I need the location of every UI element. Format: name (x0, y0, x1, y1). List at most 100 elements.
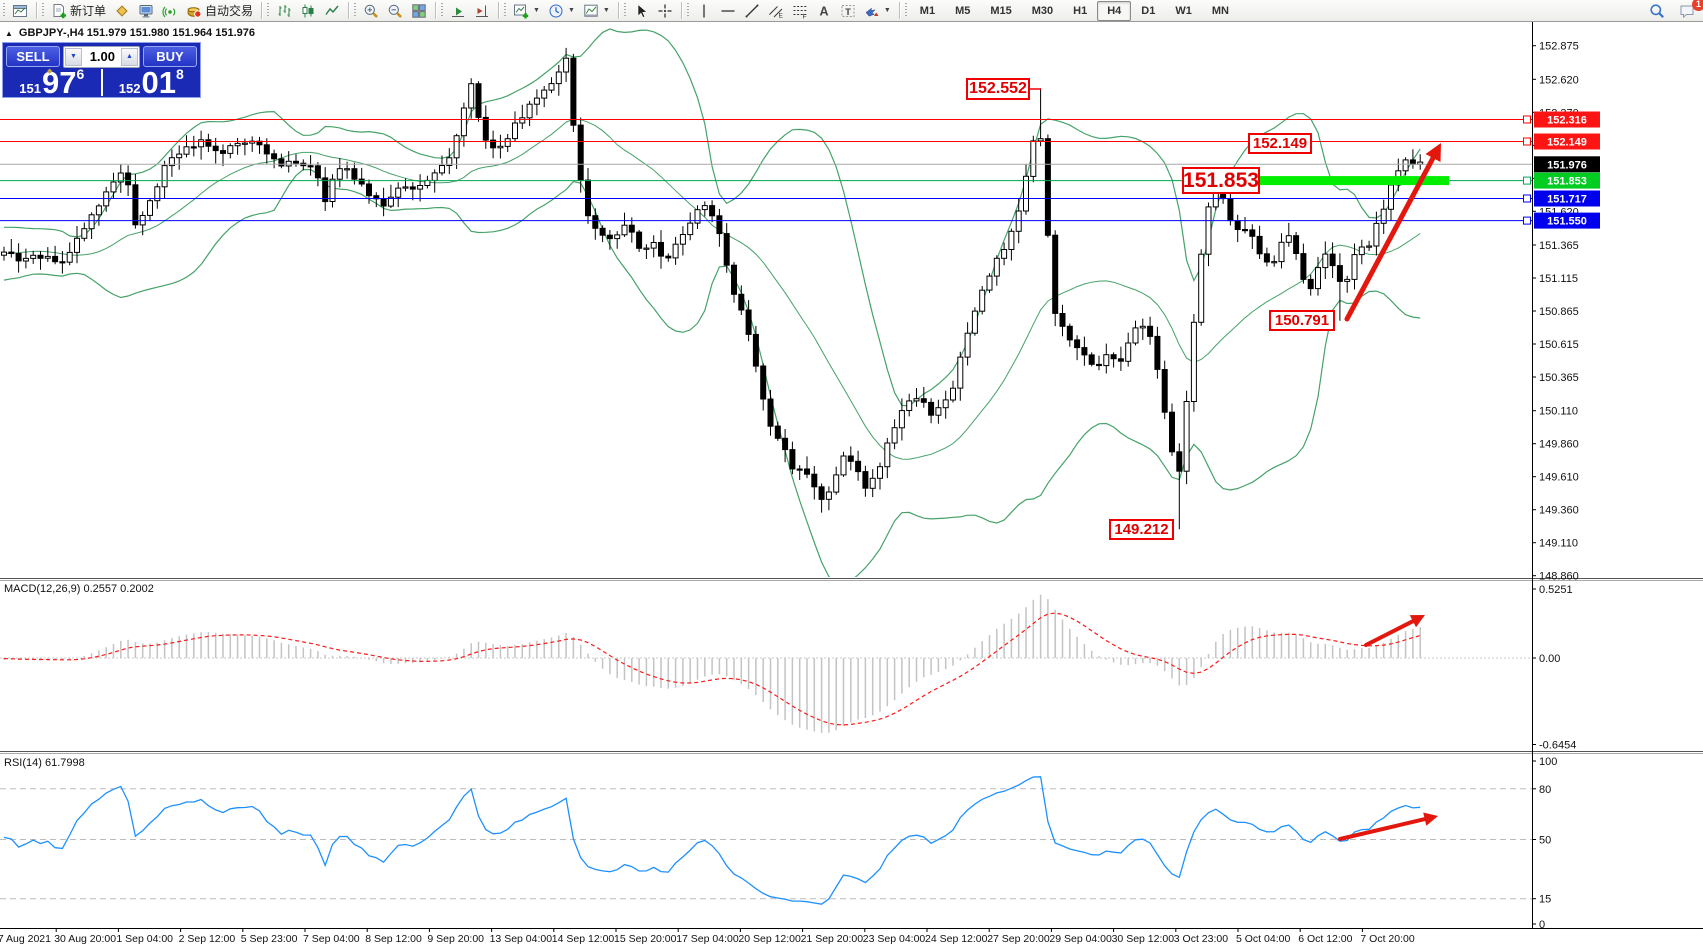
rsi-label: RSI(14) 61.7998 (4, 757, 85, 769)
volume-increase-button[interactable]: ▲ (121, 47, 138, 66)
svg-text:0.00: 0.00 (1539, 653, 1560, 665)
data-window-button[interactable] (134, 1, 158, 21)
trend-arrows[interactable] (1338, 143, 1441, 841)
text-tool-button[interactable]: A (812, 1, 836, 21)
tf-m1-button[interactable]: M1 (910, 1, 945, 21)
channel-tool-button[interactable]: E (764, 1, 788, 21)
autotrading-button[interactable]: 自动交易 (182, 1, 257, 21)
notification-badge: 1 (1692, 0, 1703, 11)
zoom-in-button[interactable] (359, 1, 383, 21)
svg-text:30 Aug 20:00: 30 Aug 20:00 (54, 933, 116, 945)
chevron-down-icon: ▼ (883, 7, 891, 14)
line-chart-mode-button[interactable] (320, 1, 344, 21)
metaeditor-button[interactable] (110, 1, 134, 21)
svg-text:15 Sep 20:00: 15 Sep 20:00 (614, 933, 677, 945)
autotrading-label: 自动交易 (205, 4, 254, 18)
volume-decrease-button[interactable]: ▼ (65, 47, 82, 66)
price-annotation[interactable]: 149.212 (1109, 519, 1174, 540)
price-annotation[interactable]: 152.552 (966, 78, 1030, 100)
svg-text:5 Sep 23:00: 5 Sep 23:00 (241, 933, 298, 945)
sell-price[interactable]: ◆ 151 97 6 (3, 66, 101, 98)
tf-mn-button[interactable]: MN (1202, 1, 1239, 21)
tf-h1-button[interactable]: H1 (1063, 1, 1097, 21)
buy-button[interactable]: BUY (143, 46, 197, 67)
tf-m15-button[interactable]: M15 (980, 1, 1021, 21)
svg-text:151.976: 151.976 (1547, 159, 1587, 171)
timeframes-menu-button[interactable]: ▼ (544, 1, 579, 21)
volume-value[interactable]: 1.00 (89, 49, 115, 64)
toolbar-drag-handle[interactable] (354, 3, 357, 18)
level-anchor-square[interactable] (1523, 115, 1531, 124)
hline-tool-button[interactable] (716, 1, 740, 21)
collapse-panel-icon[interactable]: ▲ (5, 28, 13, 38)
price-annotation[interactable]: 150.791 (1269, 310, 1335, 331)
vline-tool-button[interactable] (692, 1, 716, 21)
buy-price[interactable]: 152 01 8 (100, 66, 201, 98)
tf-mn-label: MN (1211, 4, 1229, 17)
fibonacci-tool-button[interactable]: F (788, 1, 812, 21)
candle-chart-mode-button[interactable] (296, 1, 320, 21)
svg-text:0: 0 (1539, 919, 1545, 931)
svg-text:151.853: 151.853 (1547, 176, 1587, 188)
toolbar-separator (435, 2, 437, 19)
level-anchor-square[interactable] (1523, 137, 1531, 146)
templates-menu-button[interactable]: ▼ (579, 1, 614, 21)
svg-text:7 Oct 20:00: 7 Oct 20:00 (1360, 933, 1414, 945)
rsi-axis[interactable]: 100 80 50 15 0 (1532, 756, 1557, 931)
toolbar-drag-handle[interactable] (3, 3, 5, 18)
trendline-tool-button[interactable] (740, 1, 764, 21)
notifications-button[interactable]: 1 (1675, 0, 1703, 21)
price-annotation[interactable]: 151.853 (1182, 167, 1260, 194)
tf-d1-button[interactable]: D1 (1131, 1, 1165, 21)
signals-button[interactable] (158, 1, 182, 21)
tf-h4-button[interactable]: H4 (1097, 0, 1132, 21)
toolbar-drag-handle[interactable] (267, 3, 270, 18)
pane-separators[interactable] (0, 578, 1703, 929)
cursor-tool-button[interactable] (629, 1, 653, 21)
auto-scroll-button[interactable] (446, 1, 470, 21)
price-tag (1534, 212, 1600, 229)
cursor-tool-icon (633, 3, 649, 19)
tf-m5-button[interactable]: M5 (945, 1, 980, 21)
toolbar-separator (680, 2, 682, 19)
toolbar-drag-handle[interactable] (904, 3, 907, 18)
arrows-tool-button[interactable]: ▼ (860, 1, 895, 21)
symbol-ohlc-text: GBPJPY-,H4 151.979 151.980 151.964 151.9… (18, 27, 255, 39)
new-chart-window-button[interactable] (8, 1, 32, 21)
level-anchor-square[interactable] (1523, 194, 1531, 203)
search-button[interactable] (1645, 1, 1669, 21)
new-chart-window-icon (12, 3, 28, 19)
sell-button[interactable]: SELL (6, 46, 60, 67)
svg-text:149.610: 149.610 (1539, 472, 1579, 484)
tf-w1-button[interactable]: W1 (1165, 1, 1202, 21)
tf-m30-button[interactable]: M30 (1022, 1, 1063, 21)
price-annotation[interactable]: 152.149 (1248, 133, 1312, 154)
tile-windows-button[interactable] (407, 1, 431, 21)
bar-chart-mode-button[interactable] (272, 1, 296, 21)
new-order-button[interactable]: 新订单 (47, 1, 110, 21)
thick-green-support-segment[interactable] (1255, 176, 1449, 186)
svg-text:14 Sep 12:00: 14 Sep 12:00 (552, 933, 615, 945)
svg-text:-0.6454: -0.6454 (1539, 740, 1576, 752)
level-anchor-square[interactable] (1523, 216, 1531, 225)
toolbar-drag-handle[interactable] (504, 3, 507, 18)
search-icon (1649, 3, 1665, 19)
new-chart-button[interactable]: ▼ (509, 1, 544, 21)
toolbar-drag-handle[interactable] (686, 3, 689, 18)
svg-text:6 Oct 12:00: 6 Oct 12:00 (1298, 933, 1352, 945)
toolbar-drag-handle[interactable] (42, 3, 44, 18)
toolbar-drag-handle[interactable] (623, 3, 626, 18)
level-lines[interactable] (0, 119, 1532, 222)
zoom-out-icon (387, 3, 403, 19)
toolbar-drag-handle[interactable] (441, 3, 444, 18)
zoom-out-button[interactable] (383, 1, 407, 21)
macd-axis[interactable]: 0.5251 0.00 -0.6454 (1532, 584, 1576, 752)
svg-text:151.365: 151.365 (1539, 240, 1579, 252)
level-anchor-square[interactable] (1523, 176, 1531, 185)
crosshair-tool-button[interactable] (653, 1, 677, 21)
label-tool-button[interactable]: T (836, 1, 860, 21)
chart-shift-button[interactable] (470, 1, 494, 21)
